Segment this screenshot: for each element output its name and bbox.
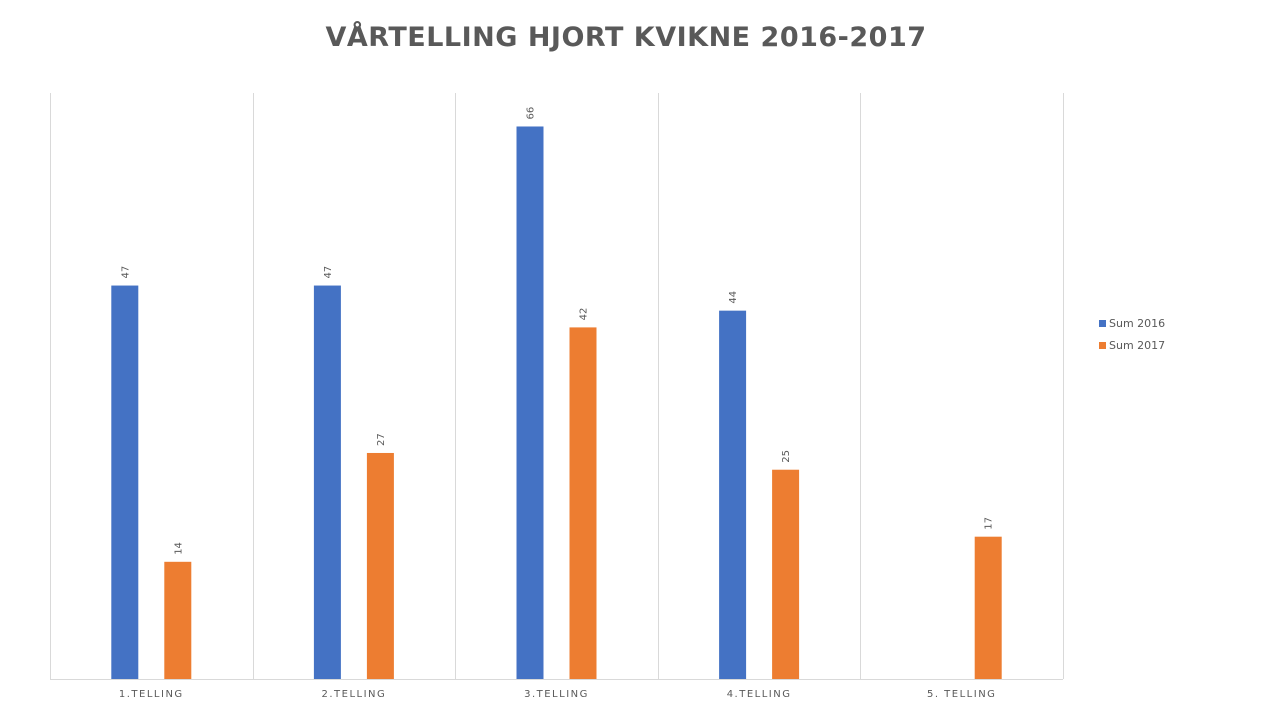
x-tick-label: 4.TELLING	[727, 689, 792, 700]
chart-title: VÅRTELLING HJORT KVIKNE 2016-2017	[325, 22, 927, 53]
data-label: 47	[120, 266, 131, 279]
data-label: 14	[173, 542, 184, 555]
data-label: 44	[728, 291, 739, 304]
data-label: 42	[579, 308, 590, 321]
bar-sum-2016	[719, 310, 747, 679]
data-label: 17	[984, 517, 995, 530]
legend-swatch-sum-2017	[1099, 341, 1106, 349]
bar-sum-2017	[974, 536, 1002, 679]
data-label: 27	[376, 433, 387, 446]
bars	[111, 126, 1002, 679]
gridlines	[50, 93, 1064, 679]
bar-sum-2017	[164, 561, 192, 679]
data-labels: 47 14 47 27 66 42 44 25 17	[120, 107, 994, 555]
data-label: 66	[526, 107, 537, 120]
legend: Sum 2016 Sum 2017	[1099, 312, 1165, 356]
data-label: 25	[781, 450, 792, 463]
x-axis-tick-labels: 1.TELLING 2.TELLING 3.TELLING 4.TELLING 5. T…	[119, 689, 996, 700]
x-tick-label: 5. TELLING	[927, 689, 996, 700]
legend-label-sum-2017: Sum 2017	[1109, 338, 1166, 352]
bar-sum-2017	[366, 452, 394, 679]
legend-label-sum-2016: Sum 2016	[1109, 316, 1166, 330]
legend-item-sum-2017: Sum 2017	[1099, 334, 1165, 356]
bar-sum-2016	[313, 285, 341, 679]
x-tick-label: 2.TELLING	[322, 689, 387, 700]
legend-item-sum-2016: Sum 2016	[1099, 312, 1165, 334]
bar-sum-2017	[772, 469, 800, 679]
x-tick-label: 1.TELLING	[119, 689, 184, 700]
bar-sum-2016	[111, 285, 139, 679]
bar-sum-2017	[569, 327, 597, 679]
bar-sum-2016	[516, 126, 544, 679]
data-label: 47	[323, 266, 334, 279]
x-tick-label: 3.TELLING	[524, 689, 589, 700]
legend-swatch-sum-2016	[1099, 319, 1106, 327]
